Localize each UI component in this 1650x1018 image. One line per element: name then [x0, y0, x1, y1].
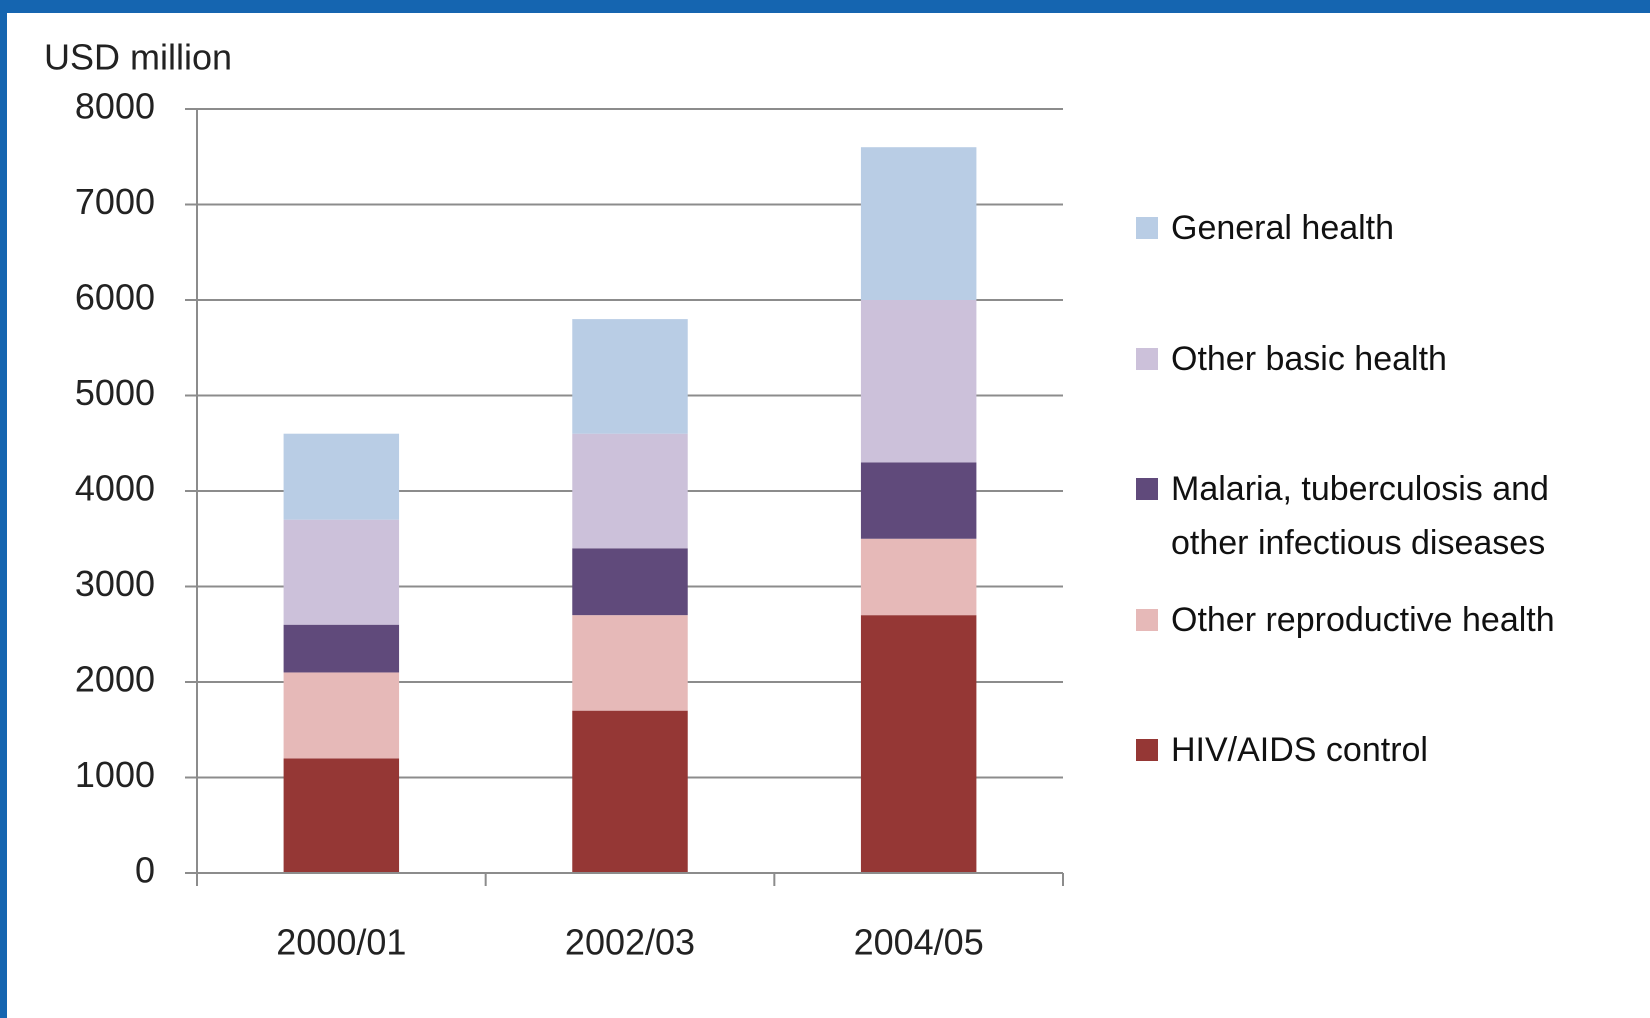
- y-tick-label: 3000: [75, 563, 155, 604]
- y-tick-label: 0: [135, 850, 155, 891]
- bar-segment: [860, 615, 977, 873]
- bar-segment: [572, 433, 688, 549]
- y-tick-label: 8000: [75, 86, 155, 127]
- top-border: [0, 0, 1650, 13]
- bar-segment: [860, 147, 977, 300]
- legend-item: Other reproductive health: [1136, 593, 1626, 647]
- bar-segment: [283, 519, 400, 625]
- bar-segment: [860, 538, 977, 616]
- y-tick-label: 7000: [75, 181, 155, 222]
- legend-item: HIV/AIDS control: [1136, 723, 1626, 777]
- x-tick-label: 2002/03: [565, 922, 695, 963]
- legend-item: Other basic health: [1136, 332, 1626, 386]
- legend-swatch: [1136, 478, 1158, 500]
- bar-segment: [860, 300, 977, 463]
- legend-swatch: [1136, 348, 1158, 370]
- y-tick-label: 2000: [75, 659, 155, 700]
- bar-segment: [572, 548, 688, 616]
- legend-label: Malaria, tuberculosis and other infectio…: [1171, 470, 1549, 562]
- bar-segment: [283, 672, 400, 759]
- x-tick-label: 2004/05: [854, 922, 984, 963]
- y-tick-label: 5000: [75, 372, 155, 413]
- bar-segment: [283, 758, 400, 873]
- bar-segment: [283, 624, 400, 673]
- legend-label: Other basic health: [1171, 340, 1447, 378]
- y-axis-title: USD million: [44, 37, 232, 78]
- y-tick-label: 6000: [75, 277, 155, 318]
- left-border: [0, 0, 7, 1018]
- legend-swatch: [1136, 739, 1158, 761]
- bar-segment: [283, 433, 400, 520]
- y-tick-label: 4000: [75, 468, 155, 509]
- legend-item: Malaria, tuberculosis and other infectio…: [1136, 462, 1626, 570]
- legend-label: Other reproductive health: [1171, 601, 1555, 639]
- y-tick-label: 1000: [75, 754, 155, 795]
- bar-segment: [572, 615, 688, 711]
- bar-segment: [572, 319, 688, 434]
- legend-label: HIV/AIDS control: [1171, 731, 1428, 769]
- bar-segment: [860, 462, 977, 539]
- legend-label: General health: [1171, 209, 1395, 247]
- legend-item: General health: [1136, 201, 1626, 255]
- legend-swatch: [1136, 217, 1158, 239]
- x-tick-label: 2000/01: [276, 922, 406, 963]
- legend-swatch: [1136, 609, 1158, 631]
- bar-segment: [572, 710, 688, 873]
